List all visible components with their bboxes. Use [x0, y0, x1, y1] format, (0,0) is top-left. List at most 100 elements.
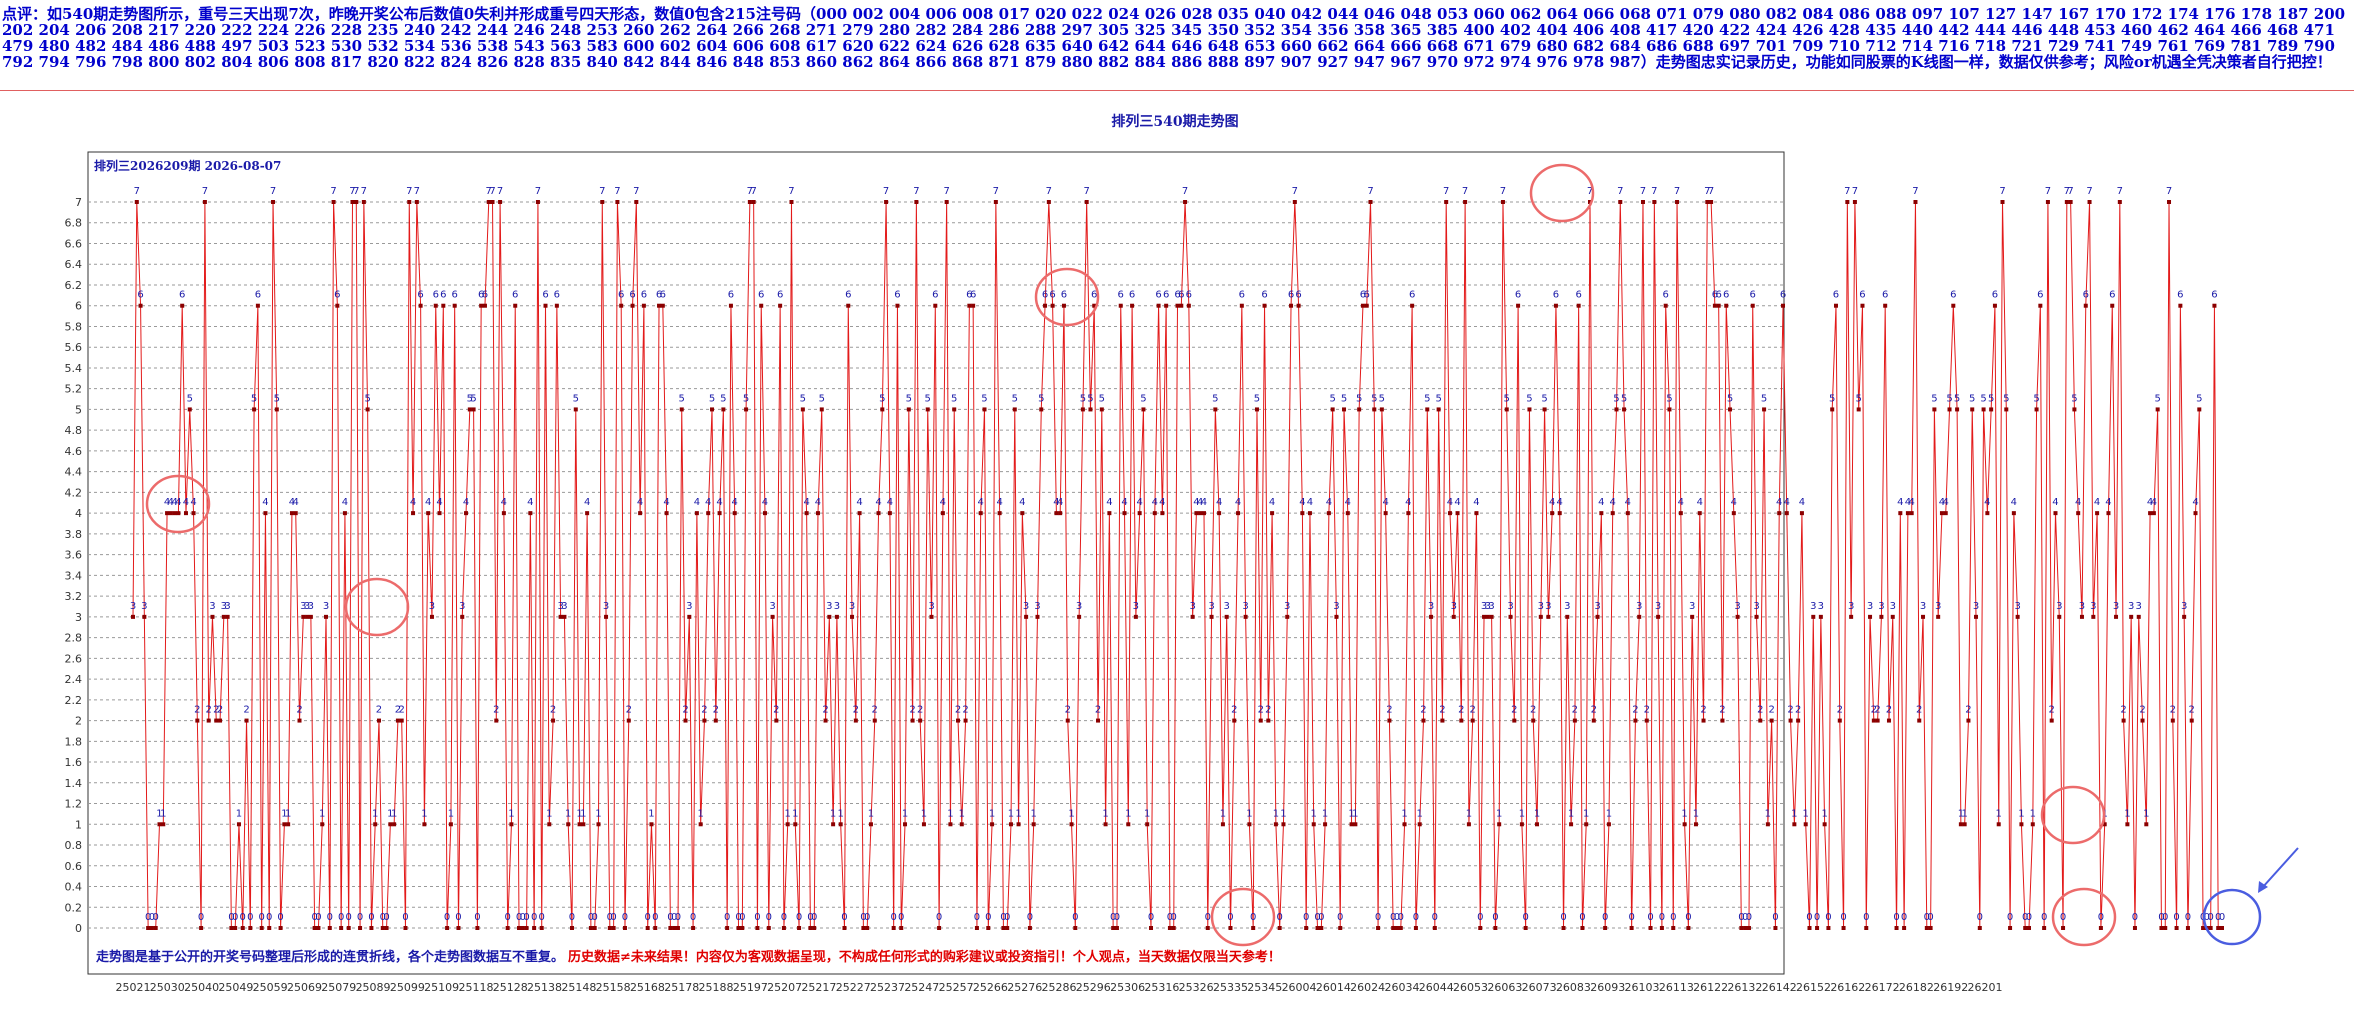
data-point [751, 200, 756, 204]
data-label: 1 [648, 808, 654, 819]
x-tick-label: 26053 [1453, 981, 1488, 994]
data-label: 4 [887, 497, 893, 508]
data-point [891, 926, 896, 930]
data-point [653, 926, 658, 930]
data-point [1875, 718, 1880, 723]
x-tick-label: 25178 [664, 981, 699, 994]
chart-title: 排列三540期走势图 [1111, 113, 1238, 130]
data-point [149, 926, 154, 930]
data-label: 5 [1038, 393, 1044, 404]
data-label: 6 [1723, 290, 1729, 301]
y-tick-label: 4.4 [65, 466, 83, 479]
data-point [301, 614, 306, 619]
pointer-arrow [2261, 847, 2299, 889]
data-label: 0 [796, 912, 802, 923]
data-label: 1 [1791, 808, 1797, 819]
data-point [286, 822, 291, 827]
data-label: 0 [531, 912, 537, 923]
data-label: 3 [1973, 601, 1979, 612]
data-point [1008, 822, 1013, 827]
data-label: 2 [909, 705, 915, 716]
data-label: 1 [1496, 808, 1502, 819]
data-label: 7 [330, 186, 336, 197]
data-point [1784, 511, 1789, 516]
data-label: 3 [1428, 601, 1434, 612]
data-label: 0 [2158, 912, 2164, 923]
data-label: 0 [1927, 912, 1933, 923]
data-point [524, 926, 529, 930]
y-tick-label: 4.8 [65, 424, 83, 437]
data-point [1913, 200, 1918, 204]
data-point [1213, 407, 1218, 412]
data-point [1943, 511, 1948, 516]
data-point [1614, 407, 1619, 412]
data-point [1107, 511, 1112, 516]
data-point [1928, 926, 1933, 930]
data-point [1402, 822, 1407, 827]
data-label: 2 [1420, 705, 1426, 716]
x-tick-label: 25286 [1042, 981, 1077, 994]
data-label: 4 [1549, 497, 1555, 508]
data-label: 0 [1901, 912, 1907, 923]
data-label: 4 [1405, 497, 1411, 508]
data-point [1826, 926, 1831, 930]
data-label: 0 [1738, 912, 1744, 923]
data-label: 0 [1004, 912, 1010, 923]
data-point [1985, 511, 1990, 516]
data-point [282, 822, 287, 827]
data-point [713, 718, 718, 723]
data-label: 7 [1651, 186, 1657, 197]
data-label: 3 [1848, 601, 1854, 612]
data-point [781, 926, 786, 930]
data-label: 0 [198, 912, 204, 923]
y-tick-label: 1.6 [65, 756, 83, 769]
data-label: 3 [2090, 601, 2096, 612]
data-label: 1 [868, 808, 874, 819]
data-label: 4 [1057, 497, 1063, 508]
data-point [1818, 614, 1823, 619]
data-label: 4 [716, 497, 722, 508]
y-tick-label: 6.8 [65, 217, 83, 230]
data-point [1379, 407, 1384, 412]
data-label: 5 [1424, 393, 1430, 404]
data-point [1417, 822, 1422, 827]
data-point [1323, 822, 1328, 827]
data-label: 1 [902, 808, 908, 819]
data-label: 5 [819, 393, 825, 404]
data-point [672, 926, 677, 930]
x-tick-label: 25227 [836, 981, 871, 994]
data-label: 0 [754, 912, 760, 923]
data-point [1466, 822, 1471, 827]
data-label: 4 [190, 497, 196, 508]
data-label: 5 [1012, 393, 1018, 404]
data-label: 6 [1553, 290, 1559, 301]
data-point [1712, 303, 1717, 308]
data-label: 0 [1602, 912, 1608, 923]
data-label: 6 [1780, 290, 1786, 301]
data-point [418, 303, 423, 308]
data-label: 1 [1534, 808, 1540, 819]
data-label: 4 [436, 497, 442, 508]
data-point [1682, 822, 1687, 827]
data-label: 6 [1261, 290, 1267, 301]
data-point [316, 926, 321, 930]
data-point [1016, 822, 1021, 827]
x-tick-label: 25148 [561, 981, 596, 994]
data-point [2091, 614, 2096, 619]
data-label: 5 [1988, 393, 1994, 404]
data-label: 5 [1946, 393, 1952, 404]
data-point [1686, 926, 1691, 930]
data-point [388, 822, 393, 827]
data-point [1005, 926, 1010, 930]
data-label: 1 [1144, 808, 1150, 819]
data-label: 1 [837, 808, 843, 819]
data-point [1523, 926, 1528, 930]
data-point [2053, 511, 2058, 516]
data-label: 4 [1216, 497, 1222, 508]
data-point [395, 718, 400, 723]
data-point [1149, 926, 1154, 930]
data-point [1535, 822, 1540, 827]
data-label: 3 [1920, 601, 1926, 612]
data-label: 5 [981, 393, 987, 404]
data-label: 4 [1382, 497, 1388, 508]
